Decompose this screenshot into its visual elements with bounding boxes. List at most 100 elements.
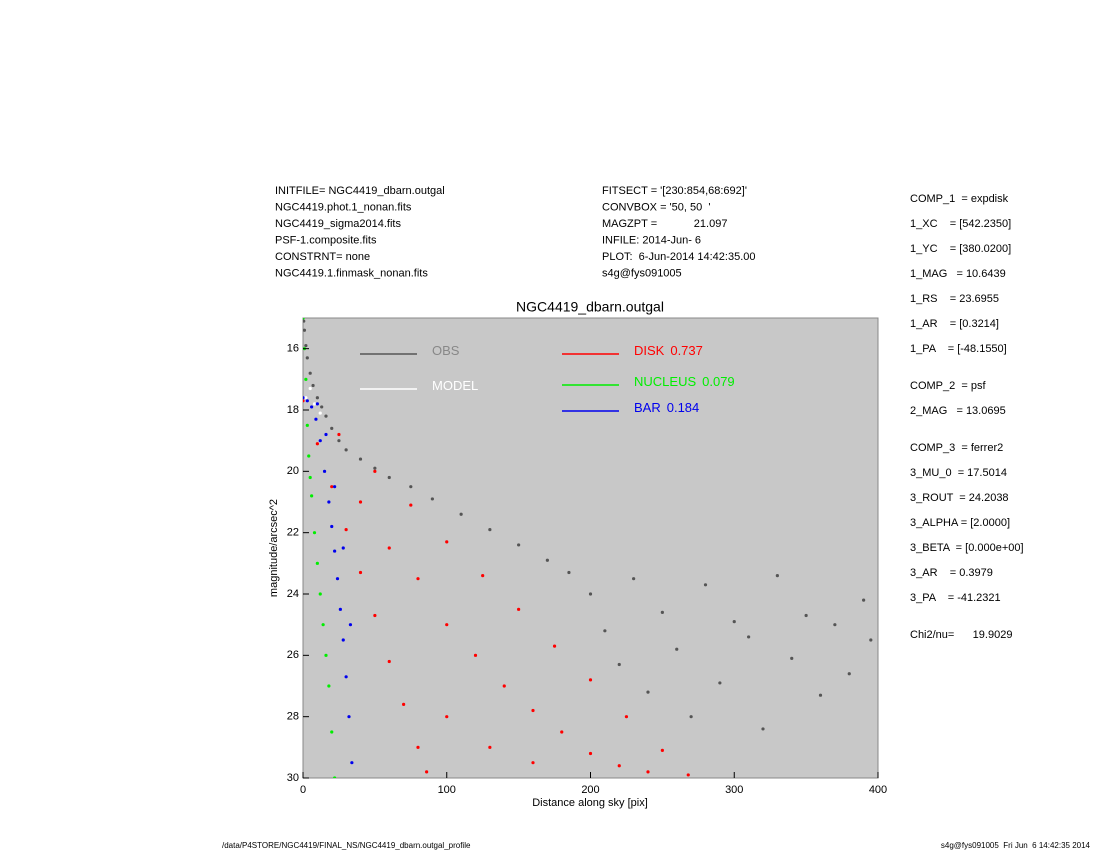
header-middle-line: PLOT: 6-Jun-2014 14:42:35.00 [602, 251, 756, 263]
data-point [344, 528, 348, 532]
fit-parameter: 3_AR = 0.3979 [910, 567, 993, 579]
legend-name: OBS [432, 343, 460, 358]
data-point [675, 647, 679, 651]
data-point [344, 448, 348, 452]
data-point [341, 638, 345, 642]
data-point [338, 607, 342, 611]
y-tick-label: 22 [287, 527, 299, 539]
data-point [315, 396, 319, 400]
data-point [660, 610, 664, 615]
data-point [373, 613, 377, 618]
plot-area [302, 317, 879, 779]
header-middle-line: CONVBOX = '50, 50 ' [602, 201, 710, 213]
data-point [588, 751, 593, 756]
data-point [445, 540, 449, 544]
header-left-line: CONSTRNT= none [275, 251, 370, 263]
data-point [686, 773, 690, 777]
data-point [689, 715, 693, 719]
data-point [409, 503, 413, 507]
legend-fraction: 0.737 [670, 343, 703, 358]
footer-stamp: s4g@fys091005 Fri Jun 6 14:42:35 2014 [941, 841, 1091, 850]
fit-parameter: 1_MAG = 10.6439 [910, 268, 1006, 280]
data-point [617, 764, 621, 768]
data-point [430, 497, 434, 501]
y-tick-label: 24 [287, 588, 299, 600]
data-point [409, 485, 413, 489]
data-point [732, 620, 736, 624]
data-point [718, 681, 722, 685]
data-point [624, 715, 629, 719]
data-point [416, 577, 420, 581]
data-point [330, 485, 334, 489]
data-point [311, 383, 315, 388]
x-axis-label: Distance along sky [pix] [532, 797, 648, 809]
data-point [531, 761, 535, 765]
data-point [315, 402, 319, 406]
x-tick-label: 200 [581, 784, 599, 796]
data-point [324, 414, 328, 418]
data-point [305, 399, 309, 403]
data-point [303, 319, 306, 323]
data-point [481, 574, 485, 578]
data-point [358, 457, 363, 461]
data-point [703, 583, 708, 587]
data-point [416, 745, 420, 749]
data-point [337, 439, 341, 443]
legend-name: BAR [634, 400, 661, 415]
data-point [315, 561, 319, 565]
data-point [517, 607, 521, 611]
data-point [304, 396, 308, 400]
header-left-line: INITFILE= NGC4419_dbarn.outgal [275, 185, 445, 197]
data-point [847, 672, 851, 676]
data-point [402, 702, 406, 707]
data-point [646, 770, 650, 774]
data-point [303, 399, 305, 403]
data-point [335, 577, 340, 581]
data-point [348, 623, 353, 627]
x-tick-label: 400 [869, 784, 887, 796]
y-axis-label: magnitude/arcsec^2 [268, 499, 280, 597]
data-point [373, 469, 377, 473]
data-point [761, 727, 765, 731]
data-point [333, 549, 337, 553]
data-point [804, 613, 808, 618]
legend-name: NUCLEUS [634, 374, 696, 389]
data-point [445, 715, 449, 719]
data-point [320, 405, 324, 409]
data-point [303, 318, 305, 320]
data-point [747, 635, 751, 639]
data-point [350, 761, 354, 765]
data-point [310, 494, 314, 498]
data-point [588, 592, 593, 596]
data-point [337, 432, 341, 437]
legend-fraction: 0.079 [702, 374, 735, 389]
legend-name: MODEL [432, 378, 478, 393]
y-tick-label: 18 [287, 404, 299, 416]
data-point [517, 543, 521, 547]
data-point [617, 662, 621, 667]
x-tick-label: 300 [725, 784, 743, 796]
fit-parameter: 1_YC = [380.0200] [910, 243, 1011, 255]
data-point [833, 623, 837, 627]
data-point [387, 475, 391, 480]
data-point [531, 708, 535, 713]
data-point [775, 574, 779, 578]
points [303, 318, 873, 778]
y-tick-label: 20 [287, 465, 299, 477]
data-point [305, 356, 309, 360]
data-point [660, 748, 664, 753]
data-point [473, 653, 478, 657]
data-point [327, 684, 331, 688]
data-point [373, 466, 377, 470]
data-point [314, 417, 318, 421]
fit-parameter: Chi2/nu= 19.9029 [910, 629, 1012, 641]
data-point [304, 344, 308, 348]
legend-entry: DISK 0.737 [634, 343, 703, 358]
data-point [459, 512, 463, 516]
header-middle-line: INFILE: 2014-Jun- 6 [602, 234, 701, 246]
data-point [315, 442, 319, 446]
data-point [324, 653, 328, 657]
x-tick-label: 100 [438, 784, 456, 796]
data-point [632, 577, 636, 581]
fit-parameter: 3_MU_0 = 17.5014 [910, 467, 1007, 479]
